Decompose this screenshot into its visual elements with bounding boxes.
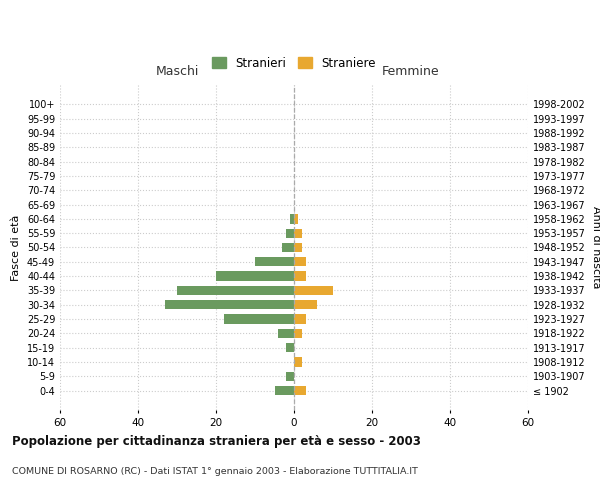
Bar — [286, 228, 294, 238]
Bar — [294, 272, 306, 281]
Bar — [294, 228, 302, 238]
Bar — [294, 300, 317, 310]
Y-axis label: Fasce di età: Fasce di età — [11, 214, 21, 280]
Bar — [278, 328, 294, 338]
Bar — [294, 214, 298, 224]
Bar — [275, 386, 294, 395]
Text: COMUNE DI ROSARNO (RC) - Dati ISTAT 1° gennaio 2003 - Elaborazione TUTTITALIA.IT: COMUNE DI ROSARNO (RC) - Dati ISTAT 1° g… — [12, 468, 418, 476]
Bar — [255, 257, 294, 266]
Text: Femmine: Femmine — [382, 66, 440, 78]
Bar — [290, 214, 294, 224]
Text: Maschi: Maschi — [155, 66, 199, 78]
Bar — [294, 286, 333, 295]
Bar — [286, 343, 294, 352]
Bar — [283, 243, 294, 252]
Y-axis label: Anni di nascita: Anni di nascita — [591, 206, 600, 288]
Bar — [294, 257, 306, 266]
Bar — [294, 358, 302, 366]
Bar — [216, 272, 294, 281]
Text: Popolazione per cittadinanza straniera per età e sesso - 2003: Popolazione per cittadinanza straniera p… — [12, 435, 421, 448]
Bar — [224, 314, 294, 324]
Legend: Stranieri, Straniere: Stranieri, Straniere — [207, 52, 381, 74]
Bar — [294, 314, 306, 324]
Bar — [286, 372, 294, 381]
Bar — [294, 328, 302, 338]
Bar — [177, 286, 294, 295]
Bar — [294, 243, 302, 252]
Bar — [294, 386, 306, 395]
Bar — [166, 300, 294, 310]
